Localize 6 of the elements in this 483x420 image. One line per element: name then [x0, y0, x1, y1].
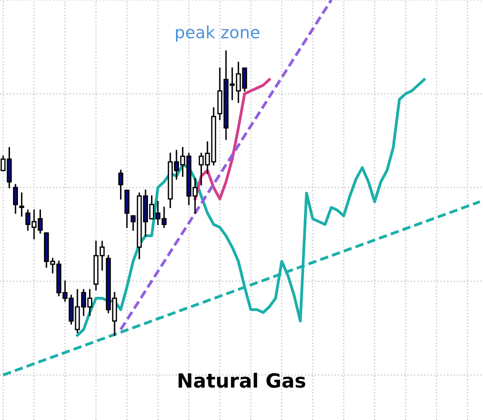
text: Natural Gas	[178, 372, 306, 388]
candlestick	[13, 184, 18, 214]
candlestick	[19, 192, 24, 217]
candlestick	[118, 170, 124, 200]
text: peak zone	[176, 26, 260, 42]
candlestick	[124, 190, 130, 228]
